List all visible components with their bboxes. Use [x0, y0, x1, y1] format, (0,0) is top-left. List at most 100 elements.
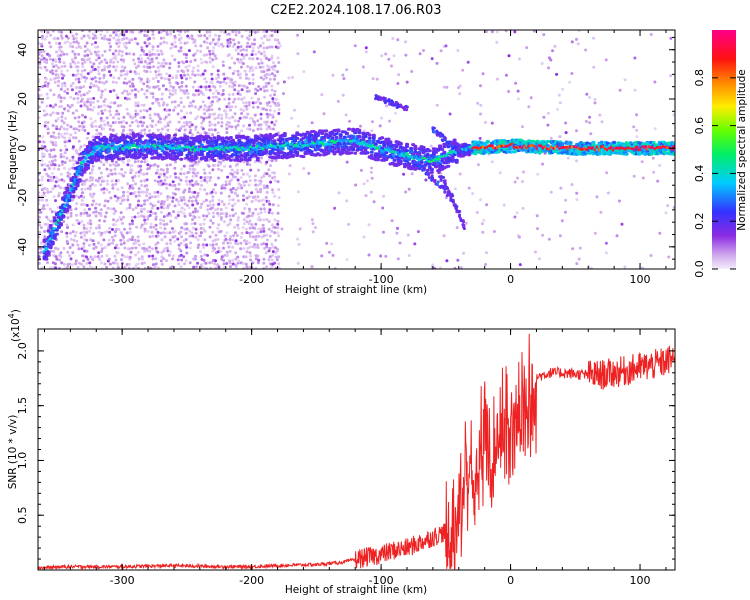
spectrogram-cell — [270, 265, 274, 269]
spectrogram-cell — [253, 243, 257, 246]
spectrogram-cell — [482, 218, 486, 222]
spectrogram-cell — [105, 167, 109, 171]
spectrogram-cell — [168, 195, 172, 199]
spectrogram-cell — [131, 30, 135, 34]
spectrogram-cell — [151, 92, 155, 96]
spectrogram-cell — [228, 41, 232, 44]
spectrogram-cell — [264, 76, 268, 80]
spectrogram-cell — [201, 72, 205, 76]
spectrogram-cell — [117, 76, 121, 80]
spectrogram-cell — [248, 231, 252, 235]
spectrogram-cell — [38, 198, 41, 202]
spectrogram-cell — [273, 175, 277, 179]
spectrogram-cell — [190, 133, 194, 137]
spectrogram-cell — [267, 199, 271, 203]
spectrogram-cell — [114, 120, 118, 124]
spectrogram-cell — [179, 49, 183, 53]
spectrogram-cell — [74, 77, 78, 81]
spectrogram-cell — [385, 104, 389, 108]
spectrogram-cell — [52, 195, 56, 199]
spectrogram-cell — [211, 100, 214, 104]
spectrogram-cell — [193, 215, 197, 219]
spectrogram-cell — [128, 80, 132, 84]
spectrogram-cell — [205, 60, 209, 64]
spectrogram-cell — [142, 242, 146, 246]
spectrogram-cell — [49, 78, 53, 82]
spectrogram-cell — [216, 41, 220, 45]
spectrogram-cell — [194, 207, 197, 211]
spectrogram-cell — [98, 77, 102, 80]
spectrogram-cell — [271, 61, 275, 65]
spectrogram-cell — [150, 125, 154, 128]
spectrogram-cell — [53, 184, 57, 188]
spectrogram-cell — [90, 125, 94, 128]
spectrogram-cell — [171, 93, 174, 97]
spectrogram-cell — [263, 89, 267, 93]
spectrogram-cell — [240, 129, 244, 133]
spectrogram-cell — [209, 219, 213, 223]
spectrogram-cell — [53, 36, 57, 40]
spectrogram-cell — [202, 119, 205, 123]
spectrogram-cell — [156, 200, 160, 204]
spectrogram-cell — [86, 221, 90, 225]
spectrogram-cell — [167, 78, 171, 82]
spectrogram-cell — [206, 204, 210, 208]
spectrogram-cell — [77, 178, 82, 182]
spectrogram-cell — [69, 257, 73, 261]
spectrogram-cell — [236, 223, 240, 227]
spectrogram-cell — [100, 30, 103, 33]
spectrogram-cell — [81, 30, 84, 33]
spectrogram-cell — [328, 250, 331, 254]
spectrogram-cell — [237, 84, 241, 88]
spectrogram-cell — [43, 242, 47, 246]
spectrogram-cell — [555, 72, 559, 76]
spectrogram-cell — [267, 125, 271, 129]
spectrogram-cell — [186, 69, 190, 72]
figure-title: C2E2.2024.108.17.06.R03 — [270, 3, 441, 18]
spectrogram-cell — [187, 199, 191, 203]
spectrogram-cell — [217, 97, 221, 101]
spectrogram-cell — [140, 129, 144, 133]
spectrogram-cell — [92, 149, 97, 153]
spectrogram-cell — [153, 191, 157, 194]
spectrogram-cell — [85, 255, 88, 259]
spectrogram-cell — [155, 171, 158, 175]
spectrogram-cell — [219, 208, 223, 211]
spectrogram-cell — [228, 80, 232, 84]
spectrogram-cell — [191, 164, 194, 168]
spectrogram-cell — [166, 249, 170, 253]
spectrogram-cell — [59, 34, 63, 38]
spectrogram-cell — [187, 49, 191, 53]
spectrogram-cell — [54, 64, 58, 68]
spectrogram-cell — [185, 123, 189, 127]
spectrogram-cell — [257, 168, 260, 172]
spectrogram-cell — [162, 200, 166, 204]
spectrogram-cell — [445, 259, 449, 263]
spectrogram-cell — [85, 227, 89, 231]
spectrogram-cell — [49, 33, 53, 37]
spectrogram-cell — [248, 175, 252, 178]
spectrogram-cell — [203, 69, 207, 73]
spectrogram-cell — [179, 151, 184, 155]
spectrogram-cell — [94, 80, 98, 83]
spectrogram-cell — [92, 84, 96, 88]
spectrogram-cell — [224, 112, 228, 116]
spectrogram-cell — [490, 160, 494, 164]
spectrogram-cell — [99, 171, 103, 175]
spectrogram-cell — [244, 73, 248, 77]
spectrogram-cell — [193, 38, 197, 42]
spectrogram-cell — [296, 52, 300, 56]
spectrogram-cell — [262, 203, 266, 207]
spectrogram-cell — [173, 234, 177, 238]
spectrogram-cell — [168, 231, 172, 235]
spectrogram-cell — [560, 219, 564, 223]
spectrogram-cell — [216, 211, 220, 215]
spectrogram-cell — [76, 92, 80, 96]
spectrogram-cell — [86, 53, 90, 57]
spectrogram-cell — [102, 37, 106, 41]
spectrogram-cell — [210, 103, 214, 107]
spectrogram-cell — [240, 84, 244, 88]
spectrogram-cell — [188, 164, 192, 168]
spectrogram-cell — [200, 183, 203, 187]
spectrogram-cell — [237, 216, 240, 220]
